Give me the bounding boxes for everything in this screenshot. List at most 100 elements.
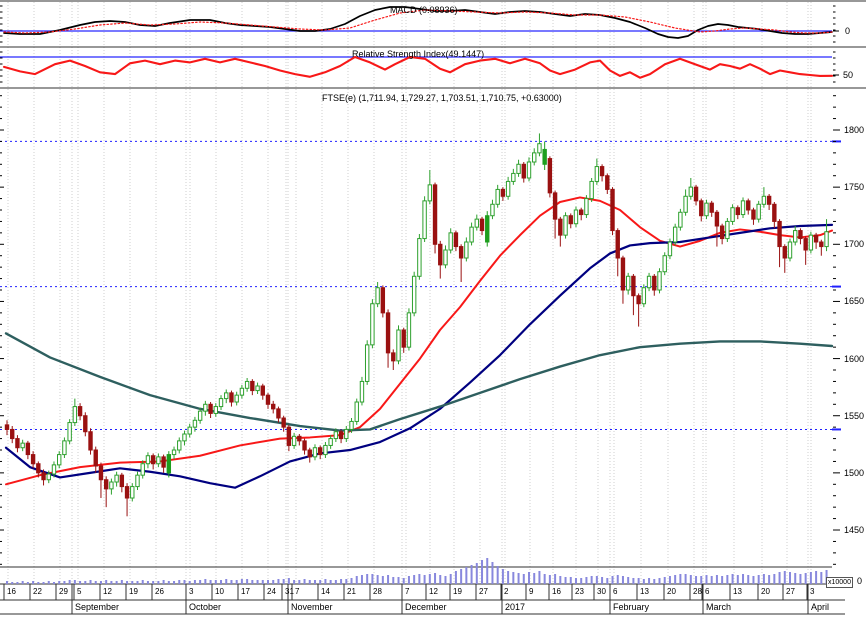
volume-bar (308, 580, 311, 584)
candle-body (15, 438, 20, 449)
candle-body (641, 287, 647, 305)
candle-body (88, 431, 93, 451)
month-label: November (291, 602, 333, 612)
candle-body (255, 385, 260, 392)
volume-bar (574, 578, 577, 584)
volume-bar (126, 581, 129, 584)
volume-bar (303, 579, 306, 584)
rsi-50-axis-label: 50 (843, 70, 854, 80)
candle-body (25, 442, 31, 456)
candle-body (417, 238, 422, 277)
volume-bar (684, 574, 687, 584)
candle-body (740, 200, 746, 216)
candle-body (464, 241, 469, 259)
candle-body (485, 215, 490, 243)
date-tick-label: 26 (155, 587, 164, 596)
candle-body (699, 200, 704, 217)
candle-body (500, 188, 506, 197)
candle-body (735, 207, 740, 216)
volume-bar (99, 581, 102, 584)
volume-bar (715, 575, 718, 584)
moving-average-mid-navy (4, 223, 834, 489)
volume-bar (454, 571, 457, 584)
volume-bar (407, 576, 410, 584)
volume-bar (637, 578, 640, 584)
volume-bar (736, 575, 739, 584)
volume-bar (528, 572, 530, 584)
candle-body (495, 188, 500, 205)
volume-bar (491, 562, 494, 584)
volume-bar (84, 581, 87, 584)
price-tick-label: 1600 (844, 353, 865, 364)
volume-bar (120, 580, 123, 584)
candle-body (250, 380, 255, 392)
volume-bar (6, 581, 8, 584)
volume-bar (595, 576, 598, 584)
candle-body (652, 275, 657, 291)
volume-bar (340, 579, 343, 584)
volume-bar (642, 579, 645, 584)
candle-body (824, 231, 829, 248)
volume-bar (240, 579, 243, 584)
candle-body (265, 394, 271, 405)
candle-body (573, 209, 579, 225)
date-tick-label: 19 (453, 587, 462, 596)
candle-body (20, 442, 25, 449)
volume-bar (616, 575, 619, 584)
candle-body (307, 449, 312, 458)
candle-body (793, 230, 798, 243)
volume-bar (152, 581, 155, 584)
candle-body (438, 243, 443, 266)
candle-body (766, 195, 772, 205)
volume-bar (481, 560, 484, 584)
candle-body (375, 287, 380, 305)
volume-bar (585, 577, 588, 584)
candle-body (730, 207, 735, 222)
candle-body (72, 406, 78, 424)
date-tick-label: 19 (129, 587, 138, 596)
volume-bar (251, 580, 254, 584)
candle-body (636, 295, 641, 305)
volume-bar (621, 576, 624, 584)
volume-bar (287, 578, 290, 584)
volume-bar (79, 581, 82, 584)
date-tick-label: 6 (705, 587, 710, 596)
candle-body (479, 218, 485, 232)
candle-body (563, 215, 568, 236)
candle-body (391, 352, 396, 362)
candle-body (631, 275, 636, 297)
volume-bar (146, 581, 149, 584)
candle-body (291, 435, 297, 446)
date-tick-label: 14 (321, 587, 330, 596)
volume-bar (752, 576, 755, 584)
candle-body (422, 200, 427, 240)
candle-body (318, 447, 323, 456)
volume-bar (747, 575, 750, 584)
candle-body (678, 211, 683, 228)
candle-body (338, 431, 344, 440)
date-tick-label: 16 (552, 587, 561, 596)
volume-bar (188, 581, 191, 584)
candle-body (813, 234, 819, 243)
volume-zero-label: 0 (857, 576, 863, 586)
candle-body (10, 428, 15, 440)
volume-bar (397, 577, 400, 584)
candle-body (646, 275, 652, 289)
volume-bar (173, 581, 176, 584)
volume-bar (695, 576, 698, 584)
candle-body (537, 143, 542, 154)
volume-bar (272, 580, 275, 584)
price-tick-label: 1500 (844, 467, 865, 478)
candle-body (505, 180, 511, 197)
candle-body (819, 241, 824, 248)
volume-scale-box: x10000 (826, 577, 853, 588)
volume-bar (131, 581, 134, 584)
date-tick-label: 13 (733, 587, 742, 596)
date-tick-label: 24 (267, 587, 276, 596)
volume-bar (439, 575, 442, 584)
volume-bar (658, 578, 661, 584)
volume-bar (334, 580, 337, 584)
volume-bar (63, 581, 66, 584)
candle-body (333, 431, 339, 440)
